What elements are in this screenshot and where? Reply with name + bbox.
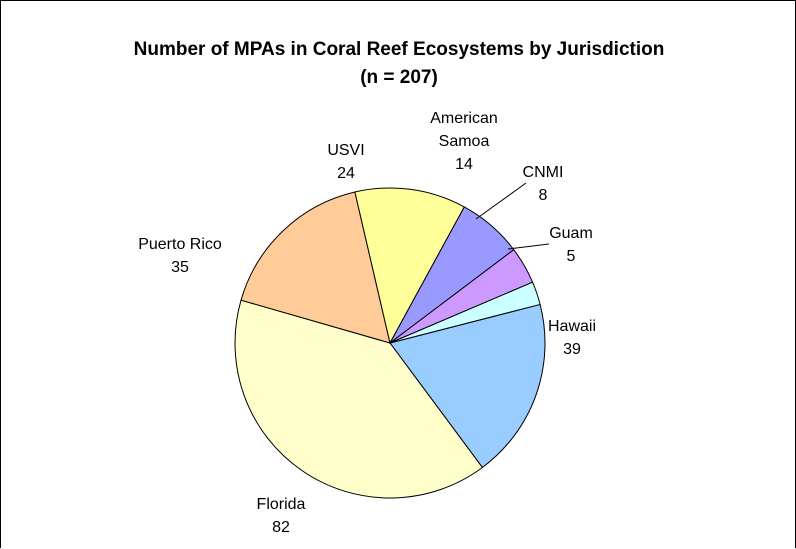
pie-slice-usvi	[354, 187, 465, 345]
leader-line-guam	[507, 243, 550, 250]
pie-slice-guam	[389, 281, 541, 344]
slice-label-puerto-rico: Puerto Rico 35	[138, 236, 222, 276]
leader-line-cnmi	[475, 182, 527, 220]
slice-label-guam: Guam 5	[549, 225, 593, 265]
pie-slice-hawaii	[389, 303, 546, 469]
slice-label-american-samoa: American Samoa 14	[430, 110, 498, 173]
pie-slice-florida	[234, 299, 484, 499]
chart-title: Number of MPAs in Coral Reef Ecosystems …	[133, 39, 665, 60]
slice-label-cnmi: CNMI 8	[523, 164, 564, 204]
pie-slice-puerto-rico	[240, 191, 391, 344]
chart-subtitle: (n = 207)	[360, 67, 438, 88]
slice-label-usvi: USVI 24	[327, 142, 364, 182]
slice-label-hawaii: Hawaii 39	[548, 318, 596, 358]
slice-label-florida: Florida 82	[257, 496, 306, 536]
